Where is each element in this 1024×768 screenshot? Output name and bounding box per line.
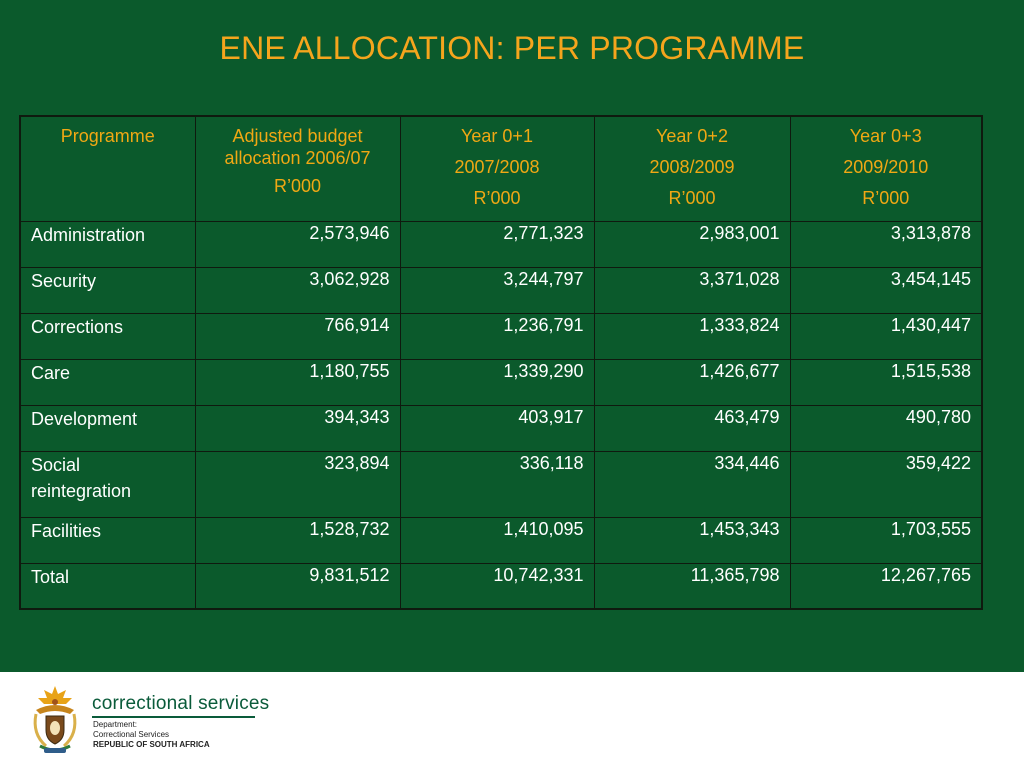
value-cell: 336,118 [399, 450, 595, 518]
value-cell: 1,333,824 [593, 312, 791, 360]
header-year-3-label: Year 0+3 [849, 126, 922, 146]
row-label: Administration [19, 220, 196, 268]
value-cell: 9,831,512 [194, 562, 401, 610]
department-label: Department: [93, 720, 138, 729]
row-label: Security [19, 266, 196, 314]
brand-divider [92, 716, 255, 718]
footer-bar [0, 672, 1024, 768]
coat-of-arms-icon [33, 686, 77, 753]
header-year-1-period: 2007/2008 [454, 157, 540, 177]
row-label: Corrections [19, 312, 196, 360]
department-name: Correctional Services [93, 730, 170, 739]
row-label: Development [19, 404, 196, 452]
table-row-facilities: Facilities 1,528,732 1,410,095 1,453,343… [19, 516, 983, 564]
header-adjusted-budget: Adjusted budget allocation 2006/07 R’000 [194, 115, 401, 222]
value-cell: 403,917 [399, 404, 595, 452]
row-label: Total [19, 562, 196, 610]
header-year-3: Year 0+3 2009/2010 R’000 [789, 115, 983, 222]
header-programme: Programme [19, 115, 196, 222]
header-year-1-label: Year 0+1 [461, 126, 533, 146]
table-row-social-reintegration: Social reintegration 323,894 336,118 334… [19, 450, 983, 518]
value-cell: 1,236,791 [399, 312, 595, 360]
value-cell: 490,780 [789, 404, 983, 452]
header-year-3-unit: R’000 [862, 188, 910, 208]
table-row-security: Security 3,062,928 3,244,797 3,371,028 3… [19, 266, 983, 314]
brand-name: correctional services [92, 693, 270, 714]
header-year-3-period: 2009/2010 [843, 157, 929, 177]
value-cell: 1,180,755 [194, 358, 401, 406]
value-cell: 11,365,798 [593, 562, 791, 610]
row-label: Social reintegration [19, 450, 196, 518]
header-adjusted-budget-unit: R’000 [273, 176, 322, 196]
table-row-care: Care 1,180,755 1,339,290 1,426,677 1,515… [19, 358, 983, 406]
table-row-development: Development 394,343 403,917 463,479 490,… [19, 404, 983, 452]
value-cell: 1,453,343 [593, 516, 791, 564]
header-year-2-period: 2008/2009 [649, 157, 735, 177]
table-row-total: Total 9,831,512 10,742,331 11,365,798 12… [19, 562, 983, 610]
value-cell: 1,703,555 [789, 516, 983, 564]
header-year-1: Year 0+1 2007/2008 R’000 [399, 115, 595, 222]
value-cell: 323,894 [194, 450, 401, 518]
value-cell: 334,446 [593, 450, 791, 518]
value-cell: 12,267,765 [789, 562, 983, 610]
value-cell: 1,515,538 [789, 358, 983, 406]
row-label: Care [19, 358, 196, 406]
value-cell: 2,771,323 [399, 220, 595, 268]
header-year-2-unit: R’000 [668, 188, 716, 208]
table-header-row: Programme Adjusted budget allocation 200… [19, 115, 983, 222]
value-cell: 1,426,677 [593, 358, 791, 406]
value-cell: 10,742,331 [399, 562, 595, 610]
value-cell: 1,430,447 [789, 312, 983, 360]
table-row-corrections: Corrections 766,914 1,236,791 1,333,824 … [19, 312, 983, 360]
header-year-1-unit: R’000 [473, 188, 521, 208]
header-programme-line: Programme [60, 126, 155, 146]
value-cell: 394,343 [194, 404, 401, 452]
header-year-2: Year 0+2 2008/2009 R’000 [593, 115, 791, 222]
value-cell: 1,410,095 [399, 516, 595, 564]
table-row-administration: Administration 2,573,946 2,771,323 2,983… [19, 220, 983, 268]
budget-table: Programme Adjusted budget allocation 200… [19, 115, 983, 610]
value-cell: 3,313,878 [789, 220, 983, 268]
page-title: ENE ALLOCATION: PER PROGRAMME [219, 30, 805, 66]
value-cell: 463,479 [593, 404, 791, 452]
value-cell: 3,454,145 [789, 266, 983, 314]
value-cell: 766,914 [194, 312, 401, 360]
header-adjusted-budget-line: Adjusted budget allocation 2006/07 [224, 126, 371, 168]
row-label: Facilities [19, 516, 196, 564]
value-cell: 3,244,797 [399, 266, 595, 314]
country-name: REPUBLIC OF SOUTH AFRICA [93, 740, 210, 749]
value-cell: 3,062,928 [194, 266, 401, 314]
department-block: Department: Correctional Services REPUBL… [93, 720, 210, 750]
value-cell: 1,528,732 [194, 516, 401, 564]
value-cell: 1,339,290 [399, 358, 595, 406]
value-cell: 359,422 [789, 450, 983, 518]
header-year-2-label: Year 0+2 [656, 126, 728, 146]
value-cell: 2,983,001 [593, 220, 791, 268]
value-cell: 2,573,946 [194, 220, 401, 268]
value-cell: 3,371,028 [593, 266, 791, 314]
